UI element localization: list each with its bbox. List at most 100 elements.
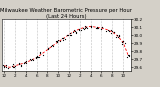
Point	[30, 59, 33, 61]
Point	[56, 39, 59, 41]
Point	[47, 48, 49, 49]
Point	[84, 26, 87, 28]
Point	[83, 28, 86, 29]
Point	[90, 25, 92, 27]
Point	[36, 56, 38, 57]
Point	[4, 65, 7, 66]
Point	[75, 32, 77, 33]
Point	[116, 35, 118, 36]
Point	[90, 26, 92, 27]
Point	[77, 28, 80, 29]
Point	[62, 38, 64, 39]
Point	[56, 42, 58, 43]
Point	[55, 41, 58, 43]
Point	[32, 59, 34, 60]
Point	[37, 57, 40, 58]
Point	[115, 36, 117, 38]
Point	[47, 48, 50, 49]
Point	[59, 40, 61, 42]
Point	[24, 61, 26, 63]
Point	[62, 37, 65, 38]
Point	[126, 55, 129, 56]
Point	[73, 29, 76, 31]
Point	[108, 30, 110, 31]
Point	[113, 31, 116, 33]
Point	[10, 66, 13, 67]
Point	[111, 31, 114, 32]
Title: Milwaukee Weather Barometric Pressure per Hour (Last 24 Hours): Milwaukee Weather Barometric Pressure pe…	[0, 8, 132, 19]
Point	[118, 34, 121, 35]
Point	[67, 34, 69, 35]
Point	[117, 36, 120, 37]
Point	[14, 65, 16, 67]
Point	[7, 68, 10, 69]
Point	[64, 39, 67, 40]
Point	[128, 55, 130, 57]
Point	[80, 29, 82, 30]
Point	[69, 34, 72, 36]
Point	[20, 64, 22, 66]
Point	[42, 54, 44, 55]
Point	[50, 46, 52, 47]
Point	[105, 30, 108, 31]
Point	[100, 28, 102, 30]
Point	[113, 31, 116, 33]
Point	[35, 57, 37, 58]
Point	[86, 27, 89, 29]
Point	[122, 40, 124, 41]
Point	[110, 32, 112, 34]
Point	[23, 61, 26, 62]
Point	[66, 34, 69, 35]
Point	[31, 58, 34, 59]
Point	[20, 65, 22, 66]
Point	[96, 27, 98, 28]
Point	[96, 27, 99, 29]
Point	[39, 51, 42, 53]
Point	[69, 32, 71, 34]
Point	[56, 41, 59, 42]
Point	[96, 27, 99, 28]
Point	[68, 34, 71, 36]
Point	[13, 66, 15, 68]
Point	[61, 39, 64, 40]
Point	[106, 29, 109, 31]
Point	[84, 27, 87, 29]
Point	[12, 64, 14, 65]
Point	[17, 62, 20, 63]
Point	[121, 40, 124, 42]
Point	[60, 37, 63, 39]
Point	[73, 31, 76, 32]
Point	[72, 31, 74, 33]
Point	[118, 35, 120, 36]
Point	[4, 66, 7, 67]
Point	[110, 30, 112, 31]
Point	[90, 25, 93, 26]
Point	[25, 61, 28, 62]
Point	[77, 29, 80, 31]
Point	[3, 66, 5, 67]
Point	[82, 27, 85, 29]
Point	[39, 52, 41, 53]
Point	[1, 65, 4, 66]
Point	[95, 26, 98, 27]
Point	[101, 26, 104, 27]
Point	[7, 67, 10, 69]
Point	[121, 42, 124, 43]
Point	[101, 26, 104, 28]
Point	[118, 35, 121, 36]
Point	[75, 31, 77, 32]
Point	[23, 62, 26, 64]
Point	[29, 58, 31, 59]
Point	[124, 42, 126, 44]
Point	[23, 63, 25, 64]
Point	[47, 48, 49, 49]
Point	[37, 56, 40, 58]
Point	[51, 44, 53, 46]
Point	[125, 56, 128, 57]
Point	[120, 43, 123, 45]
Point	[36, 57, 38, 58]
Point	[34, 58, 37, 59]
Point	[100, 29, 102, 30]
Point	[3, 66, 5, 68]
Point	[52, 46, 55, 47]
